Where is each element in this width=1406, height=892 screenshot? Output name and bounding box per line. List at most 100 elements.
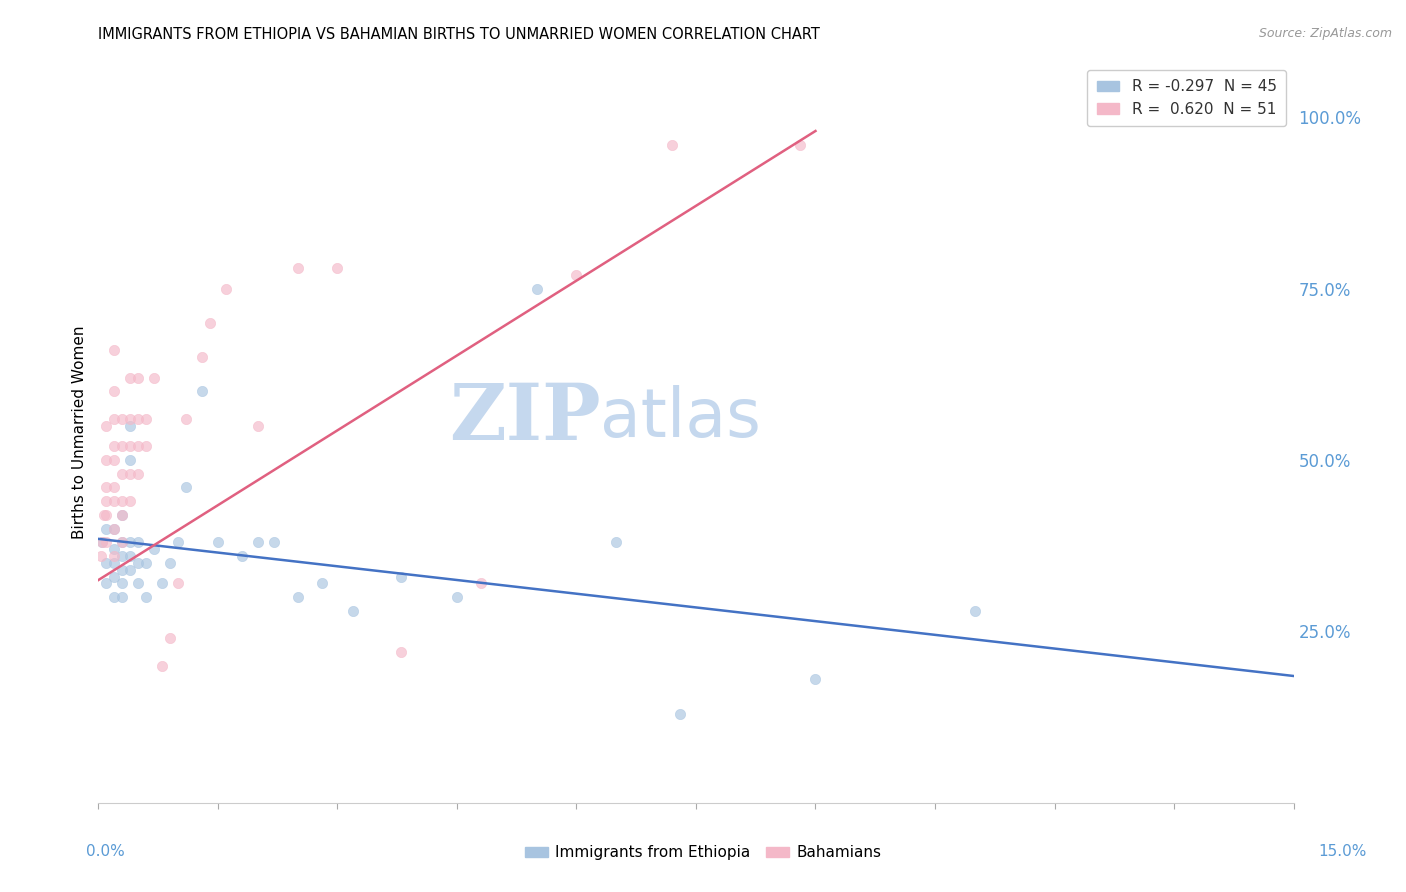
Point <box>143 371 166 385</box>
Point <box>103 549 125 563</box>
Point <box>91 535 114 549</box>
Point <box>669 706 692 721</box>
Point <box>103 480 125 494</box>
Point <box>127 412 149 426</box>
Point <box>96 522 118 536</box>
Point <box>120 467 142 481</box>
Point <box>159 632 181 646</box>
Point <box>207 535 229 549</box>
Point <box>96 556 118 570</box>
Point <box>111 563 134 577</box>
Point <box>103 453 125 467</box>
Point <box>103 522 125 536</box>
Point <box>111 549 134 563</box>
Legend: R = -0.297  N = 45, R =  0.620  N = 51: R = -0.297 N = 45, R = 0.620 N = 51 <box>1087 70 1286 126</box>
Point <box>127 467 149 481</box>
Point <box>90 549 112 563</box>
Point <box>231 549 253 563</box>
Point <box>111 508 134 522</box>
Point <box>605 535 627 549</box>
Point <box>174 480 197 494</box>
Point <box>103 542 125 557</box>
Point <box>127 556 149 570</box>
Point <box>526 282 548 296</box>
Point <box>135 439 157 453</box>
Point <box>96 535 118 549</box>
Point <box>263 535 285 549</box>
Point <box>111 412 134 426</box>
Point <box>111 576 134 591</box>
Text: 0.0%: 0.0% <box>86 845 125 859</box>
Point <box>120 494 142 508</box>
Point <box>215 282 238 296</box>
Point <box>198 316 221 330</box>
Point <box>167 576 190 591</box>
Point <box>287 261 309 276</box>
Point <box>111 508 134 522</box>
Point <box>103 343 125 358</box>
Point <box>111 467 134 481</box>
Point <box>326 261 349 276</box>
Text: IMMIGRANTS FROM ETHIOPIA VS BAHAMIAN BIRTHS TO UNMARRIED WOMEN CORRELATION CHART: IMMIGRANTS FROM ETHIOPIA VS BAHAMIAN BIR… <box>98 27 820 42</box>
Point <box>167 535 190 549</box>
Point <box>111 590 134 604</box>
Point <box>96 418 118 433</box>
Point <box>96 508 118 522</box>
Point <box>103 556 125 570</box>
Point <box>127 535 149 549</box>
Point <box>91 535 114 549</box>
Point <box>120 535 142 549</box>
Point <box>470 576 492 591</box>
Text: Source: ZipAtlas.com: Source: ZipAtlas.com <box>1258 27 1392 40</box>
Point <box>93 508 115 522</box>
Point <box>150 576 173 591</box>
Point <box>191 384 214 399</box>
Point <box>127 439 149 453</box>
Point <box>963 604 986 618</box>
Point <box>311 576 333 591</box>
Point <box>103 590 125 604</box>
Point <box>661 137 683 152</box>
Point <box>191 350 214 364</box>
Point <box>174 412 197 426</box>
Point <box>111 535 134 549</box>
Point <box>135 412 157 426</box>
Point <box>96 480 118 494</box>
Point <box>342 604 364 618</box>
Point <box>287 590 309 604</box>
Point <box>111 494 134 508</box>
Point <box>96 453 118 467</box>
Legend: Immigrants from Ethiopia, Bahamians: Immigrants from Ethiopia, Bahamians <box>519 839 887 866</box>
Point <box>103 412 125 426</box>
Point <box>103 384 125 399</box>
Point <box>135 590 157 604</box>
Y-axis label: Births to Unmarried Women: Births to Unmarried Women <box>72 326 87 540</box>
Point <box>565 268 588 282</box>
Point <box>120 439 142 453</box>
Point <box>135 556 157 570</box>
Point <box>96 576 118 591</box>
Point <box>389 645 412 659</box>
Point <box>389 569 412 583</box>
Point <box>120 563 142 577</box>
Point <box>120 412 142 426</box>
Point <box>143 542 166 557</box>
Point <box>120 549 142 563</box>
Text: atlas: atlas <box>600 384 761 450</box>
Point <box>804 673 827 687</box>
Point <box>446 590 468 604</box>
Point <box>111 535 134 549</box>
Point <box>103 522 125 536</box>
Point <box>150 658 173 673</box>
Point <box>159 556 181 570</box>
Text: 15.0%: 15.0% <box>1319 845 1367 859</box>
Point <box>103 439 125 453</box>
Point <box>789 137 811 152</box>
Point <box>103 494 125 508</box>
Point <box>96 494 118 508</box>
Point <box>120 453 142 467</box>
Point <box>103 569 125 583</box>
Point <box>246 535 269 549</box>
Text: ZIP: ZIP <box>449 380 600 456</box>
Point <box>127 576 149 591</box>
